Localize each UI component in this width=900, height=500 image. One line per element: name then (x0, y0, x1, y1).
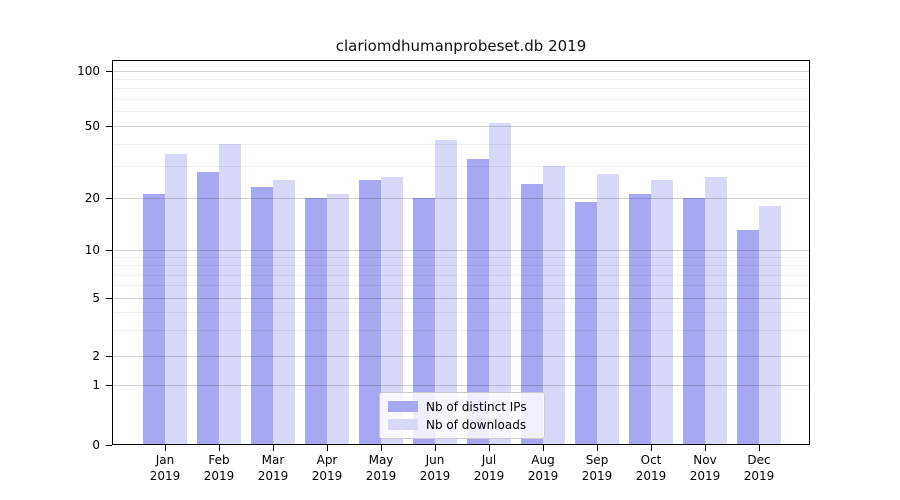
gridline-minor-40 (113, 143, 809, 145)
x-tick-apr (327, 445, 328, 451)
y-tick-10 (106, 250, 112, 251)
bar-distinct-ips-may (359, 180, 381, 445)
bar-distinct-ips-apr (305, 198, 327, 445)
x-tick-sep (597, 445, 598, 451)
legend-swatch-downloads (388, 419, 418, 430)
y-tick-label-10: 10 (84, 243, 100, 257)
y-tick-50 (106, 126, 112, 127)
y-tick-20 (106, 198, 112, 199)
x-tick-nov (705, 445, 706, 451)
bar-downloads-feb (219, 143, 241, 445)
x-tick-oct (651, 445, 652, 451)
y-tick-label-50: 50 (84, 119, 100, 133)
y-tick-label-20: 20 (84, 191, 100, 205)
y-tick-label-100: 100 (77, 63, 100, 78)
y-tick-2 (106, 356, 112, 357)
bar-downloads-jul (489, 122, 511, 445)
x-tick-feb (219, 445, 220, 451)
bar-distinct-ips-oct (629, 194, 651, 445)
gridline-minor-30 (113, 166, 809, 168)
legend-item-downloads: Nb of downloads (388, 418, 536, 432)
gridline-major-50 (113, 126, 809, 127)
bar-distinct-ips-jul (467, 158, 489, 445)
x-tick-label-sep: Sep 2019 (581, 453, 613, 483)
x-tick-label-aug: Aug 2019 (527, 453, 559, 483)
y-tick-label-0: 0 (92, 438, 100, 452)
bar-distinct-ips-jun (413, 198, 435, 445)
x-tick-label-oct: Oct 2019 (635, 453, 667, 483)
x-tick-label-apr: Apr 2019 (311, 453, 343, 483)
bar-downloads-may (381, 177, 403, 445)
bar-distinct-ips-mar (251, 187, 273, 445)
x-tick-label-jun: Jun 2019 (419, 453, 451, 483)
y-tick-label-1: 1 (92, 378, 100, 392)
x-tick-jun (435, 445, 436, 451)
legend-swatch-distinct-ips (388, 401, 418, 412)
x-tick-may (381, 445, 382, 451)
gridline-major-100 (113, 70, 809, 72)
bar-distinct-ips-jan (143, 194, 165, 445)
legend-label-distinct-ips: Nb of distinct IPs (426, 399, 527, 414)
bar-downloads-jan (165, 154, 187, 445)
bar-distinct-ips-nov (683, 198, 705, 445)
bar-distinct-ips-sep (575, 201, 597, 445)
x-tick-label-nov: Nov 2019 (689, 453, 721, 483)
bar-downloads-mar (273, 180, 295, 445)
bar-distinct-ips-dec (737, 230, 759, 445)
x-tick-label-mar: Mar 2019 (257, 453, 289, 483)
y-tick-5 (106, 298, 112, 299)
x-tick-aug (543, 445, 544, 451)
legend-label-downloads: Nb of downloads (426, 417, 527, 432)
gridline-minor-70 (113, 99, 809, 101)
bar-downloads-nov (705, 177, 727, 445)
bar-downloads-aug (543, 166, 565, 445)
bar-downloads-oct (651, 180, 673, 445)
y-tick-100 (106, 70, 112, 72)
bar-distinct-ips-feb (197, 171, 219, 445)
y-tick-label-5: 5 (92, 291, 100, 305)
x-tick-jul (489, 445, 490, 451)
y-tick-label-2: 2 (92, 349, 100, 363)
x-tick-label-jul: Jul 2019 (473, 453, 505, 483)
x-tick-label-may: May 2019 (365, 453, 397, 483)
x-tick-label-feb: Feb 2019 (203, 453, 235, 483)
x-tick-label-dec: Dec 2019 (743, 453, 775, 483)
gridline-minor-80 (113, 88, 809, 90)
x-tick-jan (165, 445, 166, 451)
bar-downloads-jun (435, 139, 457, 445)
legend-item-distinct-ips: Nb of distinct IPs (388, 400, 536, 414)
gridline-minor-60 (113, 111, 809, 113)
legend: Nb of distinct IPs Nb of downloads (379, 392, 545, 439)
bar-distinct-ips-aug (521, 183, 543, 445)
bar-downloads-sep (597, 174, 619, 445)
x-tick-mar (273, 445, 274, 451)
y-tick-0 (106, 445, 112, 446)
x-tick-dec (759, 445, 760, 451)
chart-title: clariomdhumanprobeset.db 2019 (335, 37, 587, 55)
bar-downloads-dec (759, 205, 781, 445)
x-tick-label-jan: Jan 2019 (149, 453, 181, 483)
gridline-minor-90 (113, 78, 809, 80)
y-tick-1 (106, 385, 112, 386)
bar-downloads-apr (327, 194, 349, 445)
